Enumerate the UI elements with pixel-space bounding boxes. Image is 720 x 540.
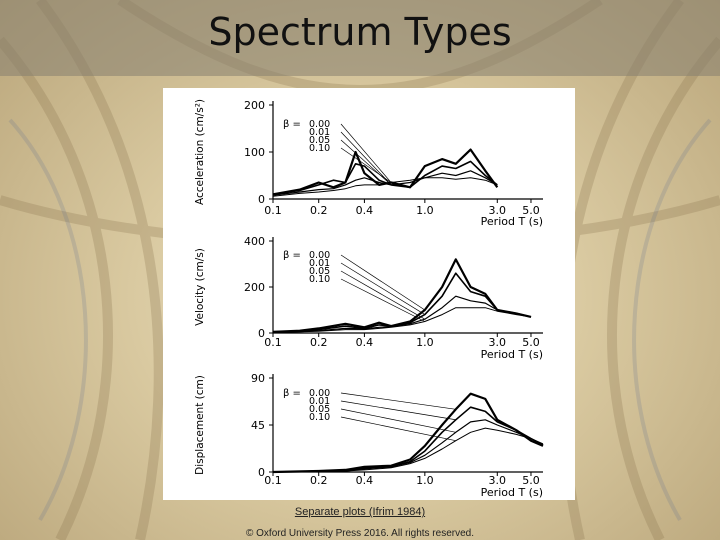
velocity-y-tick-label: 0 bbox=[258, 327, 265, 340]
velocity-legend-entry: 0.01 bbox=[309, 258, 330, 269]
velocity-legend-leader bbox=[340, 254, 426, 311]
acceleration-series-line bbox=[272, 160, 498, 196]
acceleration-x-tick-label: 0.2 bbox=[310, 204, 328, 217]
velocity-series-line bbox=[272, 272, 532, 333]
copyright-notice: © Oxford University Press 2016. All righ… bbox=[245, 528, 474, 539]
velocity-y-tick-label: 400 bbox=[244, 235, 265, 248]
displacement-legend-entry: 0.10 bbox=[309, 412, 330, 423]
velocity-legend-entry: 0.10 bbox=[309, 274, 330, 285]
slide-title: Spectrum Types bbox=[208, 10, 512, 54]
velocity-x-axis-title: Period T (s) bbox=[481, 348, 543, 361]
title-bar bbox=[0, 0, 720, 76]
velocity-x-tick-label: 5.0 bbox=[522, 336, 540, 349]
displacement-series-line bbox=[273, 427, 544, 473]
displacement-y-tick-label: 45 bbox=[251, 419, 265, 432]
acceleration-x-tick-label: 0.1 bbox=[264, 204, 282, 217]
acceleration-x-tick-label: 1.0 bbox=[416, 204, 434, 217]
acceleration-series-line bbox=[272, 177, 498, 197]
velocity-y-axis-title: Velocity (cm/s) bbox=[194, 248, 206, 326]
displacement-x-tick-label: 1.0 bbox=[416, 474, 434, 487]
acceleration-x-tick-label: 0.4 bbox=[356, 204, 374, 217]
acceleration-legend-entry: 0.05 bbox=[309, 135, 330, 146]
displacement-legend-title: β = bbox=[283, 388, 301, 399]
displacement-x-tick-label: 5.0 bbox=[522, 474, 540, 487]
velocity-series-line bbox=[272, 307, 532, 333]
acceleration-legend-leader bbox=[340, 139, 392, 186]
velocity-x-tick-label: 0.4 bbox=[356, 336, 374, 349]
acceleration-legend-leader bbox=[340, 123, 392, 183]
acceleration-legend-title: β = bbox=[283, 119, 301, 130]
acceleration-y-tick-label: 0 bbox=[258, 193, 265, 206]
displacement-y-axis-title: Displacement (cm) bbox=[194, 375, 206, 475]
displacement-x-tick-label: 0.4 bbox=[356, 474, 374, 487]
velocity-x-tick-label: 1.0 bbox=[416, 336, 434, 349]
displacement-legend-entry: 0.01 bbox=[309, 396, 330, 407]
velocity-series-line bbox=[272, 295, 532, 333]
acceleration-x-axis-title: Period T (s) bbox=[481, 215, 543, 228]
displacement-x-tick-label: 0.1 bbox=[264, 474, 282, 487]
displacement-legend-leader bbox=[340, 392, 456, 410]
acceleration-legend-entry: 0.00 bbox=[309, 119, 330, 130]
displacement-y-tick-label: 0 bbox=[258, 466, 265, 479]
acceleration-x-tick-label: 3.0 bbox=[489, 204, 507, 217]
displacement-legend-entry: 0.05 bbox=[309, 404, 330, 415]
displacement-legend-leader bbox=[340, 416, 456, 442]
displacement-y-tick-label: 90 bbox=[251, 372, 265, 385]
displacement-legend-leader bbox=[340, 408, 456, 433]
velocity-x-tick-label: 3.0 bbox=[489, 336, 507, 349]
acceleration-series-line bbox=[272, 148, 499, 196]
velocity-y-tick-label: 200 bbox=[244, 281, 265, 294]
acceleration-y-tick-label: 100 bbox=[244, 146, 265, 159]
displacement-x-tick-label: 3.0 bbox=[489, 474, 507, 487]
displacement-x-axis-title: Period T (s) bbox=[481, 486, 543, 499]
acceleration-legend-leader bbox=[340, 147, 392, 183]
acceleration-y-axis-title: Acceleration (cm/s²) bbox=[194, 99, 206, 205]
velocity-legend-entry: 0.00 bbox=[309, 250, 330, 261]
displacement-x-tick-label: 0.2 bbox=[310, 474, 328, 487]
velocity-legend-leader bbox=[340, 278, 426, 322]
acceleration-y-tick-label: 200 bbox=[244, 99, 265, 112]
velocity-legend-entry: 0.05 bbox=[309, 266, 330, 277]
acceleration-legend-entry: 0.10 bbox=[309, 143, 330, 154]
velocity-legend-leader bbox=[340, 262, 426, 315]
velocity-x-tick-label: 0.1 bbox=[264, 336, 282, 349]
figure-caption: Separate plots (Ifrim 1984) bbox=[294, 506, 426, 518]
velocity-x-tick-label: 0.2 bbox=[310, 336, 328, 349]
displacement-legend-leader bbox=[340, 400, 456, 421]
velocity-legend-title: β = bbox=[283, 250, 301, 261]
displacement-series-line bbox=[272, 406, 544, 473]
displacement-legend-entry: 0.00 bbox=[309, 388, 330, 399]
acceleration-legend-entry: 0.01 bbox=[309, 127, 330, 138]
velocity-legend-leader bbox=[340, 270, 426, 320]
acceleration-x-tick-label: 5.0 bbox=[522, 204, 540, 217]
acceleration-legend-leader bbox=[340, 131, 392, 186]
